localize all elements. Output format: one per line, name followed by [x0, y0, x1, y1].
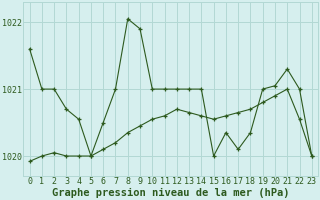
- X-axis label: Graphe pression niveau de la mer (hPa): Graphe pression niveau de la mer (hPa): [52, 188, 290, 198]
